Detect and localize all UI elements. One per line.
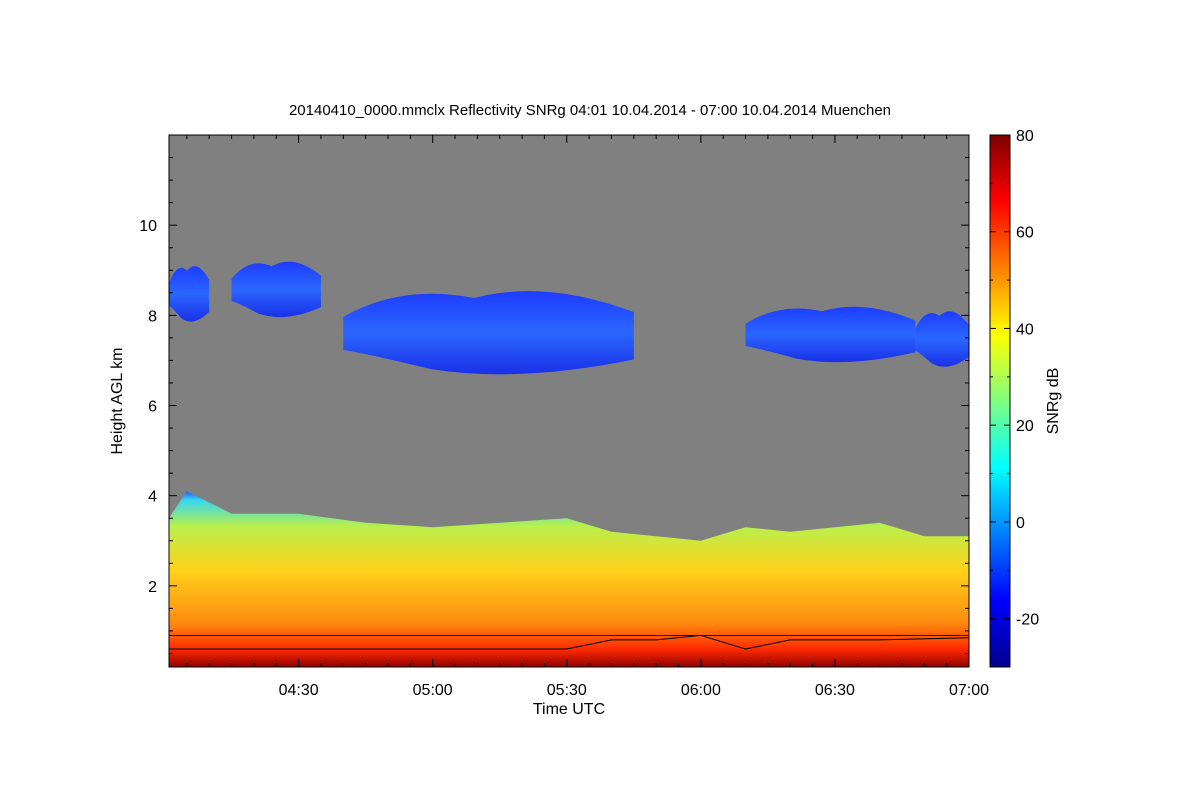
- chart-title: 20140410_0000.mmclx Reflectivity SNRg 04…: [289, 102, 891, 119]
- colorbar-tick-label: -20: [1016, 612, 1039, 629]
- x-tick-label: 05:00: [413, 682, 453, 699]
- y-axis-label: Height AGL km: [109, 347, 126, 454]
- x-axis: 04:30 05:00 05:30 06:00 06:30 07:00: [186, 135, 989, 699]
- colorbar-label: SNRg dB: [1045, 368, 1062, 435]
- y-tick-label: 2: [148, 579, 157, 596]
- boundary-layer-echo: [169, 491, 969, 667]
- x-tick-label: 05:30: [547, 682, 587, 699]
- cloud-layer: [231, 261, 321, 318]
- x-tick-label: 06:30: [815, 682, 855, 699]
- colorbar-ticks: -20 0 20 40 60 80: [990, 128, 1039, 668]
- cloud-layer: [169, 266, 210, 322]
- colorbar-tick-label: 0: [1016, 515, 1025, 532]
- x-tick-label: 06:00: [681, 682, 721, 699]
- x-tick-label: 04:30: [279, 682, 319, 699]
- x-axis-label: Time UTC: [533, 701, 605, 718]
- cloud-layer: [915, 311, 969, 367]
- boundary-layer-region: [169, 491, 969, 667]
- colorbar: -20 0 20 40 60 80 SNRg dB: [989, 128, 1062, 668]
- y-tick-label: 4: [148, 489, 157, 506]
- plot-area: 04:30 05:00 05:30 06:00 06:30 07:00 2 4 6 8 10: [139, 134, 989, 699]
- black-traces: [169, 634, 969, 650]
- plot-frame: [168, 134, 970, 668]
- cloud-layer: [745, 306, 916, 363]
- y-tick-label: 6: [148, 399, 157, 416]
- black-trace-line: [169, 634, 969, 650]
- colorbar-tick-label: 80: [1016, 128, 1034, 145]
- colorbar-tick-label: 20: [1016, 418, 1034, 435]
- y-tick-label: 8: [148, 308, 157, 325]
- upper-cloud-layers: [169, 261, 969, 375]
- colorbar-tick-label: 60: [1016, 225, 1034, 242]
- y-axis: 2 4 6 8 10: [139, 157, 969, 654]
- colorbar-gradient: [989, 134, 1011, 668]
- colorbar-tick-label: 40: [1016, 321, 1034, 338]
- x-tick-label: 07:00: [949, 682, 989, 699]
- y-tick-label: 10: [139, 218, 157, 235]
- cloud-layer: [343, 291, 634, 375]
